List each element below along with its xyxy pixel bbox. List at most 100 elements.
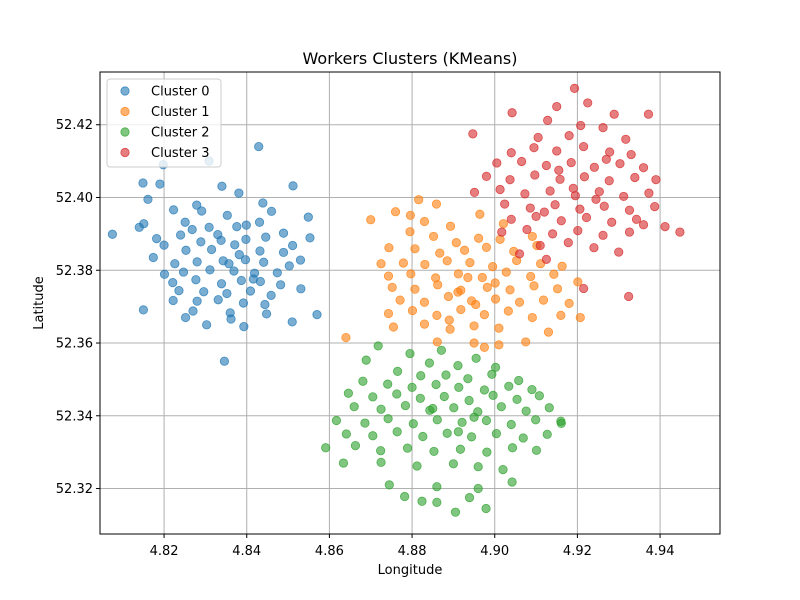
- data-point: [361, 355, 371, 365]
- data-point: [675, 227, 685, 237]
- data-point: [341, 429, 351, 439]
- data-point: [432, 482, 442, 492]
- data-point: [219, 356, 230, 366]
- data-point: [521, 406, 531, 416]
- data-point: [557, 261, 567, 271]
- data-point: [368, 392, 378, 402]
- data-point: [376, 259, 386, 269]
- data-point: [638, 163, 649, 173]
- data-point: [479, 385, 489, 395]
- data-point: [498, 219, 509, 229]
- data-point: [388, 322, 399, 332]
- data-point: [498, 465, 508, 475]
- data-point: [278, 247, 289, 258]
- data-point: [533, 132, 543, 143]
- data-point: [248, 274, 258, 284]
- data-point: [514, 249, 525, 259]
- data-point: [390, 207, 401, 217]
- data-point: [477, 272, 487, 283]
- data-point: [199, 287, 209, 297]
- data-point: [442, 256, 452, 266]
- data-point: [213, 230, 223, 240]
- data-point: [503, 306, 513, 316]
- data-point: [589, 162, 599, 172]
- data-point: [638, 220, 649, 230]
- data-point: [556, 416, 566, 426]
- data-point: [350, 441, 361, 451]
- data-point: [518, 433, 528, 443]
- data-point: [507, 443, 518, 453]
- data-point: [254, 217, 265, 227]
- data-point: [188, 306, 198, 316]
- data-point: [159, 240, 169, 250]
- data-point: [419, 216, 430, 227]
- data-point: [278, 228, 289, 238]
- data-point: [241, 220, 251, 230]
- y-tick-label: 52.32: [56, 482, 93, 497]
- data-point: [497, 227, 507, 237]
- data-point: [366, 215, 376, 225]
- data-point: [527, 312, 537, 323]
- data-point: [482, 282, 492, 292]
- legend-marker: [120, 147, 130, 158]
- data-point: [450, 507, 461, 517]
- data-point: [392, 389, 402, 399]
- data-point: [599, 201, 609, 211]
- series-cluster-1: [341, 195, 585, 352]
- data-point: [238, 298, 249, 308]
- data-point: [217, 181, 227, 191]
- data-point: [481, 242, 492, 252]
- data-point: [139, 219, 149, 229]
- data-point: [507, 108, 517, 118]
- data-point: [266, 206, 277, 216]
- x-axis-ticks: 4.82 4.84 4.86 4.88 4.90 4.92 4.94: [150, 534, 675, 559]
- data-point: [469, 187, 480, 198]
- data-point: [581, 212, 592, 223]
- data-point: [542, 429, 552, 439]
- data-point: [475, 209, 485, 219]
- x-tick-label: 4.84: [232, 544, 261, 559]
- data-point: [349, 402, 359, 412]
- data-point: [598, 123, 608, 133]
- data-point: [615, 159, 625, 169]
- data-point: [468, 129, 478, 139]
- data-point: [168, 205, 179, 215]
- data-point: [138, 178, 148, 188]
- data-point: [197, 206, 207, 216]
- data-point: [395, 295, 405, 305]
- data-point: [564, 131, 574, 141]
- data-point: [552, 146, 562, 156]
- data-point: [464, 395, 474, 406]
- data-point: [392, 366, 403, 376]
- data-point: [384, 480, 394, 490]
- data-point: [168, 295, 178, 306]
- data-point: [436, 345, 447, 355]
- data-point: [420, 259, 430, 270]
- data-point: [552, 284, 563, 294]
- data-point: [392, 427, 402, 437]
- data-point: [418, 431, 428, 442]
- data-point: [159, 269, 170, 279]
- data-point: [419, 319, 430, 329]
- data-point: [471, 353, 481, 363]
- data-point: [138, 305, 148, 315]
- data-point: [343, 388, 354, 398]
- data-point: [573, 226, 583, 236]
- data-point: [541, 254, 552, 264]
- data-point: [296, 284, 306, 294]
- data-point: [287, 317, 297, 327]
- data-point: [236, 275, 246, 286]
- data-point: [598, 230, 608, 240]
- data-point: [204, 222, 214, 232]
- x-tick-label: 4.86: [315, 544, 344, 559]
- x-tick-label: 4.94: [646, 544, 675, 559]
- data-point: [660, 222, 670, 232]
- data-point: [604, 176, 614, 186]
- data-point: [358, 376, 368, 386]
- data-point: [258, 198, 268, 208]
- data-point: [384, 243, 394, 253]
- data-point: [494, 340, 504, 350]
- data-point: [535, 240, 545, 251]
- legend: Cluster 0 Cluster 1 Cluster 2 Cluster 3: [106, 78, 222, 168]
- data-point: [496, 402, 506, 412]
